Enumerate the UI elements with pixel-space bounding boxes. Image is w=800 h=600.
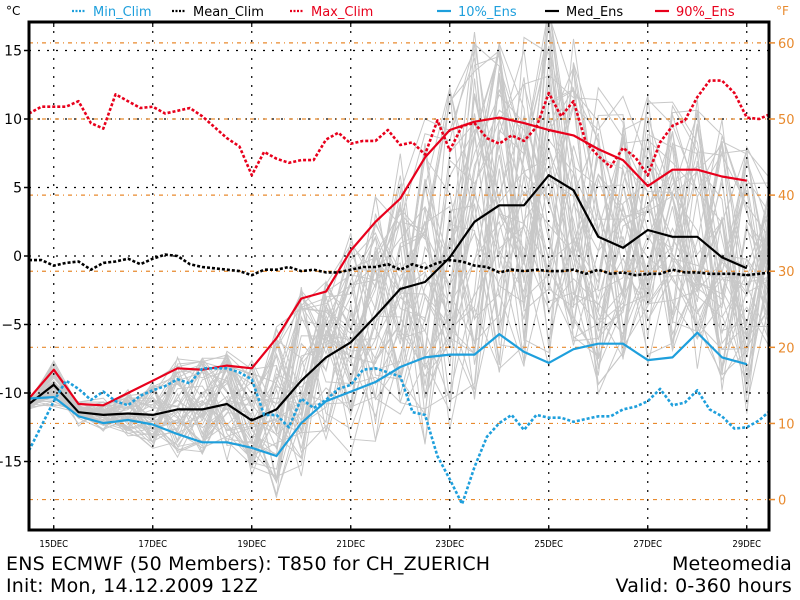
y-tick-label-celsius: 10 <box>4 112 22 128</box>
ensemble-member-line <box>29 22 769 469</box>
y-tick-label-celsius: −15 <box>0 455 22 471</box>
x-tick-label: 29DEC <box>732 538 761 550</box>
y-tick-label-celsius: −5 <box>1 318 22 334</box>
y-tick-label-celsius: 5 <box>13 181 22 197</box>
ensemble-member-line <box>29 51 769 477</box>
plot-border <box>27 20 771 532</box>
x-tick-label: 23DEC <box>435 538 464 550</box>
y-axis-unit-fahrenheit: °F <box>776 4 789 18</box>
series-line-min-clim <box>29 366 769 506</box>
y-tick-label-celsius: −10 <box>0 386 22 402</box>
plot-frame <box>27 20 771 532</box>
ensemble-member-line <box>29 67 769 447</box>
ensemble-member-line <box>29 49 769 441</box>
y-tick-label-celsius: 0 <box>13 249 22 265</box>
series-line-max-clim <box>29 79 769 177</box>
series-line-ens-10 <box>29 331 748 458</box>
x-tick-label: 21DEC <box>336 538 365 550</box>
footer-valid: Valid: 0-360 hours <box>615 575 792 597</box>
legend-label-min-clim: Min_Clim <box>93 5 152 20</box>
series-layer <box>29 79 769 506</box>
series-line-mean-clim <box>29 253 769 277</box>
y-tick-label-fahrenheit: 50 <box>778 113 795 128</box>
legend: Min_Clim Mean_Clim Max_Clim 10%_Ens Med_Ens 9… <box>72 5 735 20</box>
y-tick-label-celsius: 15 <box>4 44 22 60</box>
axes: 151050−5−10−15605040302010015DEC17DEC19D… <box>0 4 795 550</box>
footer-title: ENS ECMWF (50 Members): T850 for CH_ZUER… <box>6 553 491 575</box>
ensemble-member-line <box>29 87 769 445</box>
x-tick-label: 27DEC <box>633 538 662 550</box>
x-tick-label: 17DEC <box>138 538 167 550</box>
series-line-ens-90 <box>29 116 747 407</box>
legend-label-max-clim: Max_Clim <box>311 5 373 20</box>
x-tick-label: 19DEC <box>237 538 266 550</box>
legend-label-ens-90: 90%_Ens <box>676 5 735 20</box>
series-line-ens-med <box>29 174 748 422</box>
y-axis-unit-celsius: °C <box>6 4 20 18</box>
ensemble-member-line <box>29 66 769 449</box>
ensemble-member-line <box>29 70 769 437</box>
y-tick-label-fahrenheit: 20 <box>778 341 795 356</box>
ensemble-member-line <box>29 22 769 456</box>
legend-label-ens-med: Med_Ens <box>566 5 623 20</box>
footer-init: Init: Mon, 14.12.2009 12Z <box>6 575 258 597</box>
ensemble-member-line <box>29 113 769 432</box>
y-tick-label-fahrenheit: 30 <box>778 265 795 280</box>
y-tick-label-fahrenheit: 0 <box>778 494 786 509</box>
legend-label-mean-clim: Mean_Clim <box>193 5 264 20</box>
y-tick-label-fahrenheit: 10 <box>778 417 795 432</box>
footer-source: Meteomedia <box>671 553 792 575</box>
grid <box>29 22 769 530</box>
x-tick-label: 15DEC <box>39 538 68 550</box>
legend-label-ens-10: 10%_Ens <box>458 5 517 20</box>
y-tick-label-fahrenheit: 40 <box>778 189 795 204</box>
y-tick-label-fahrenheit: 60 <box>778 37 795 52</box>
x-tick-label: 25DEC <box>534 538 563 550</box>
